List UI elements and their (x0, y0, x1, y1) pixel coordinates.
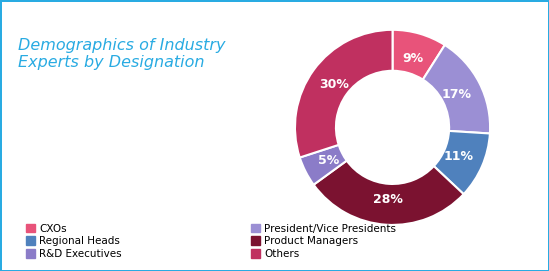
Wedge shape (393, 30, 445, 80)
Wedge shape (300, 145, 347, 185)
Text: 9%: 9% (402, 51, 423, 64)
Legend: President/Vice Presidents, Product Managers, Others: President/Vice Presidents, Product Manag… (247, 220, 401, 263)
Text: 28%: 28% (373, 193, 403, 206)
Wedge shape (295, 30, 393, 157)
Wedge shape (423, 45, 490, 134)
Text: 17%: 17% (442, 88, 472, 101)
Wedge shape (313, 161, 464, 225)
Text: 11%: 11% (444, 150, 474, 163)
Text: 30%: 30% (319, 78, 349, 91)
Text: Demographics of Industry
Experts by Designation: Demographics of Industry Experts by Desi… (18, 38, 225, 70)
Wedge shape (434, 131, 490, 194)
Text: 5%: 5% (317, 154, 339, 167)
